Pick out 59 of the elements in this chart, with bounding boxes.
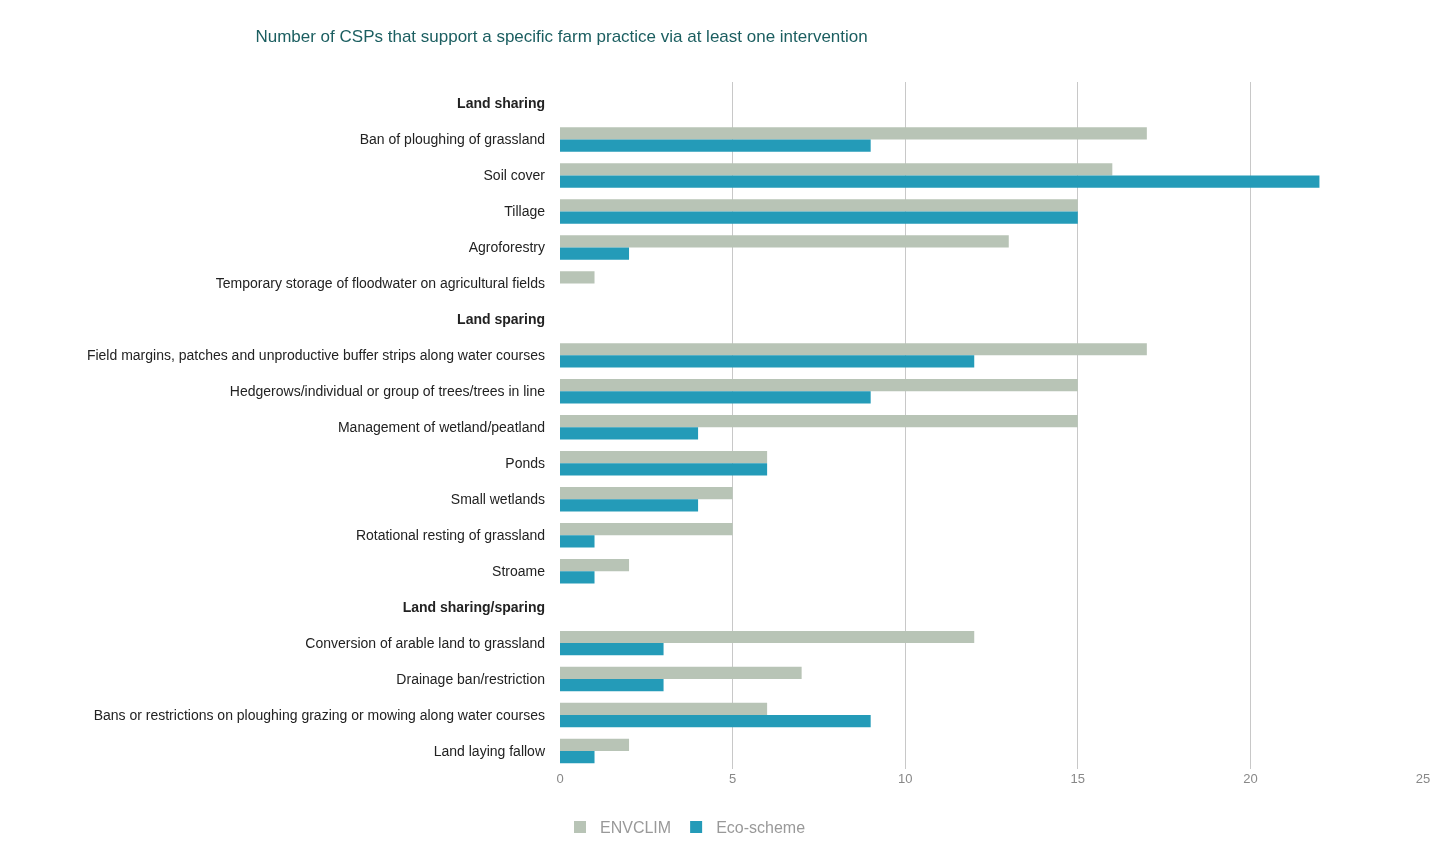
bar <box>560 175 1320 188</box>
x-tick-label: 5 <box>728 771 737 786</box>
y-tick-label: Management of wetland/peatland <box>337 419 545 436</box>
x-tick-label: 0 <box>556 771 564 786</box>
bar <box>560 463 768 476</box>
bar <box>560 379 1078 392</box>
bar <box>560 427 699 440</box>
y-tick-label: Stroame <box>492 563 546 580</box>
y-tick-label: Land sharing/sparing <box>402 599 545 616</box>
x-tick-label: 20 <box>1243 771 1258 786</box>
y-tick-label: Temporary storage of floodwater on agricultural fields <box>215 275 545 292</box>
bar <box>560 751 595 764</box>
bar <box>560 199 1078 212</box>
bar <box>560 451 768 464</box>
bar <box>560 715 871 728</box>
legend-label: Eco-scheme <box>716 819 806 837</box>
bar <box>560 630 975 644</box>
bar <box>560 522 733 536</box>
y-tick-label: Land laying fallow <box>433 742 546 759</box>
bar <box>560 666 802 680</box>
y-tick-label: Ponds <box>505 455 545 472</box>
y-tick-label: Conversion of arable land to grassland <box>305 635 545 652</box>
bar <box>560 211 1078 224</box>
y-tick-label: Agroforestry <box>468 239 545 256</box>
bar <box>560 271 595 284</box>
bar <box>560 702 768 716</box>
bar <box>560 163 1113 176</box>
bar <box>560 499 699 512</box>
y-tick-label: Drainage ban/restriction <box>396 670 545 687</box>
chart-title: Number of CSPs that support a specific farm practice via at least one intervention <box>255 26 868 46</box>
bar <box>560 558 630 572</box>
y-tick-label: Hedgerows/individual or group of trees/trees in line <box>229 383 546 400</box>
y-tick-label: Field margins, patches and unproductive buffer strips along water courses <box>86 347 545 364</box>
y-tick-label: Land sharing <box>457 95 545 112</box>
bar <box>560 247 630 260</box>
bar <box>560 127 1147 140</box>
x-tick-label: 10 <box>897 771 913 786</box>
y-tick-label: Land sparing <box>457 311 545 328</box>
bar <box>560 139 871 152</box>
bar <box>560 391 871 404</box>
bar <box>560 355 975 368</box>
bar <box>560 643 664 656</box>
bar <box>560 487 733 500</box>
bar <box>560 738 630 752</box>
y-tick-label: Soil cover <box>483 167 546 184</box>
bar <box>560 343 1147 356</box>
bar <box>560 235 1009 248</box>
x-tick-label: 15 <box>1070 771 1086 786</box>
y-tick-label: Small wetlands <box>450 491 545 508</box>
bar <box>560 679 664 692</box>
bar <box>560 535 595 548</box>
bar <box>560 415 1078 428</box>
y-tick-label: Tillage <box>504 203 546 220</box>
y-tick-label: Ban of ploughing of grassland <box>359 131 545 148</box>
y-tick-label: Bans or restrictions on ploughing grazing or mowing along water courses <box>93 706 545 723</box>
y-tick-label: Rotational resting of grassland <box>355 527 545 544</box>
bar <box>560 571 595 584</box>
x-tick-label: 25 <box>1415 771 1431 786</box>
legend-label: ENVCLIM <box>600 819 672 837</box>
